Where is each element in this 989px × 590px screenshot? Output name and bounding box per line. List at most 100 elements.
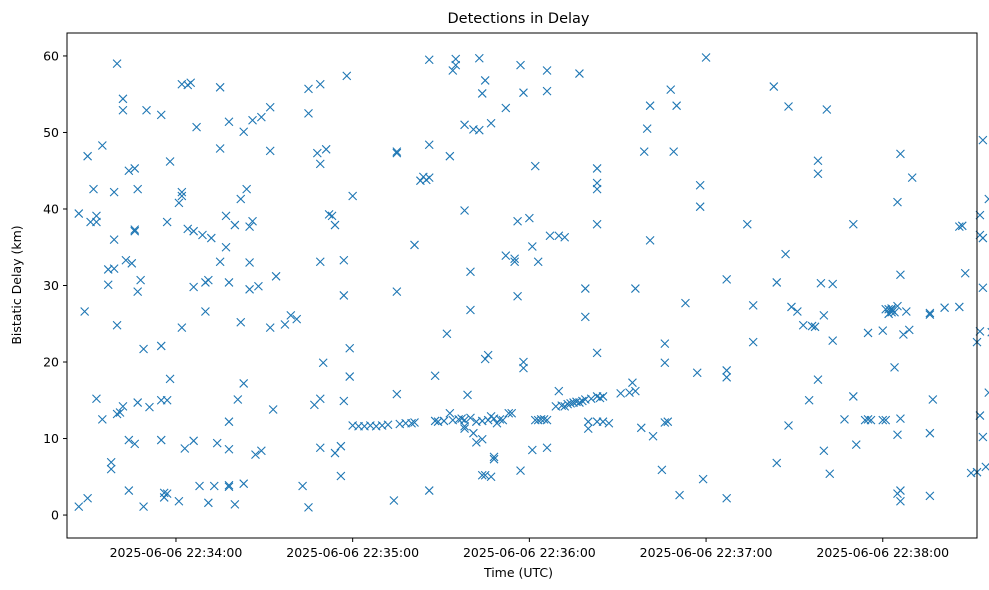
data-point — [819, 310, 829, 320]
data-point — [878, 326, 888, 336]
data-point — [566, 398, 575, 408]
data-point — [124, 435, 134, 445]
data-point — [722, 372, 732, 382]
data-point — [630, 284, 640, 293]
data-point — [324, 209, 334, 219]
data-point — [145, 402, 154, 412]
data-point — [519, 357, 528, 367]
data-point — [165, 157, 175, 166]
data-point — [477, 470, 487, 480]
data-point — [83, 151, 93, 161]
data-point — [480, 76, 490, 85]
data-point — [109, 264, 119, 274]
data-point — [893, 301, 902, 311]
data-point — [121, 255, 131, 265]
data-point — [136, 275, 146, 285]
data-point — [221, 211, 231, 221]
x-axis-ticks: 2025-06-06 22:34:00 2025-06-06 22:35:00 20… — [110, 538, 949, 560]
data-point — [539, 415, 549, 424]
data-point — [722, 493, 732, 503]
data-point — [112, 59, 122, 68]
data-point — [124, 486, 134, 495]
data-point — [183, 224, 193, 234]
data-point — [480, 470, 490, 480]
chart-title: Detections in Delay — [447, 11, 589, 27]
data-point — [804, 395, 814, 405]
data-point — [245, 222, 254, 231]
data-point — [925, 310, 935, 319]
data-point — [215, 257, 225, 267]
data-point — [592, 164, 602, 173]
y-tick-label: 10 — [43, 431, 59, 446]
data-point — [695, 180, 705, 190]
data-point — [819, 446, 829, 456]
data-point — [625, 388, 634, 398]
data-point — [139, 502, 148, 512]
data-point — [722, 366, 732, 375]
data-point — [460, 120, 469, 130]
data-point — [177, 323, 187, 332]
data-point — [692, 368, 702, 378]
data-point — [477, 89, 487, 98]
y-tick-label: 30 — [43, 278, 59, 293]
data-point — [893, 430, 902, 440]
data-point — [542, 86, 552, 96]
data-point — [133, 184, 143, 194]
data-point — [130, 226, 140, 236]
data-point — [466, 413, 475, 423]
data-point — [516, 60, 525, 70]
data-point — [616, 388, 626, 398]
data-points — [74, 53, 989, 512]
data-point — [672, 101, 682, 111]
data-point — [784, 421, 793, 430]
data-point — [177, 187, 187, 197]
data-point — [348, 191, 358, 201]
data-point — [430, 416, 440, 426]
data-point — [542, 443, 552, 453]
data-point — [681, 298, 690, 308]
data-point — [527, 242, 537, 251]
data-point — [648, 431, 658, 441]
data-point — [592, 184, 602, 194]
data-point — [701, 53, 711, 62]
data-point — [772, 278, 782, 287]
data-point — [186, 78, 196, 88]
data-point — [198, 230, 207, 240]
data-point — [83, 493, 93, 503]
data-point — [598, 392, 608, 401]
data-point — [139, 344, 148, 354]
data-point — [507, 408, 517, 418]
data-point — [298, 481, 307, 491]
data-point — [666, 85, 676, 95]
data-point — [978, 283, 988, 293]
data-point — [292, 314, 302, 324]
data-point — [112, 409, 122, 419]
data-point — [92, 217, 101, 227]
data-point — [315, 394, 325, 404]
data-point — [304, 503, 313, 512]
data-point — [392, 287, 402, 297]
data-point — [890, 362, 899, 372]
data-point — [884, 309, 894, 319]
data-point — [510, 257, 520, 267]
data-point — [896, 270, 905, 280]
data-point — [489, 452, 499, 462]
data-point — [604, 418, 614, 428]
data-point — [513, 216, 522, 226]
data-point — [224, 444, 234, 454]
data-point — [480, 354, 490, 364]
data-point — [580, 312, 590, 322]
data-point — [595, 393, 605, 403]
data-point — [592, 178, 602, 188]
data-point — [848, 219, 858, 229]
data-point — [174, 198, 184, 208]
data-point — [896, 486, 905, 495]
data-point — [510, 254, 520, 264]
data-point — [978, 233, 988, 243]
data-point — [389, 496, 399, 505]
data-point — [133, 398, 143, 407]
data-point — [224, 117, 234, 127]
data-point — [645, 235, 655, 245]
data-point — [813, 375, 823, 385]
data-point — [203, 275, 213, 285]
